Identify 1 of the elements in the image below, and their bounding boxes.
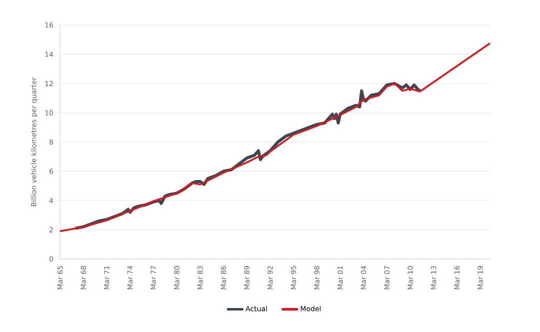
line-series: [59, 42, 491, 232]
